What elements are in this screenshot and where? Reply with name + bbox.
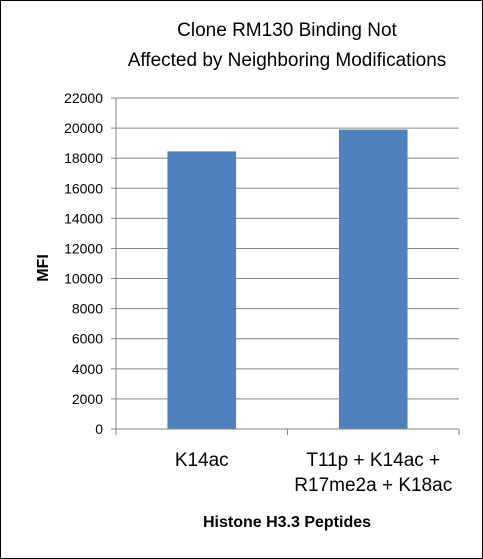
y-axis-ticks: 0 2000 4000 6000 8000 10000 12000 14000 16000 180… [64, 90, 116, 437]
y-tick-label: 22000 [64, 90, 103, 106]
y-tick-label: 18000 [64, 150, 103, 166]
chart-title-line-1: Clone RM130 Binding Not [177, 20, 397, 41]
bar-2 [338, 129, 408, 429]
y-axis-title: MFI [35, 254, 52, 282]
y-tick-label: 14000 [64, 210, 103, 226]
x-axis-title: Histone H3.3 Peptides [203, 514, 371, 531]
y-tick-label: 20000 [64, 120, 103, 136]
x-tick-label: T11p + K14ac + [306, 450, 440, 471]
y-tick-label: 10000 [64, 271, 103, 287]
bars [167, 129, 408, 429]
y-tick-label: 4000 [72, 361, 103, 377]
x-axis-labels: K14ac T11p + K14ac + R17me2a + K18ac [175, 450, 452, 496]
y-tick-label: 12000 [64, 240, 103, 256]
y-tick-label: 16000 [64, 180, 103, 196]
y-tick-label: 8000 [72, 301, 103, 317]
chart-title-line-2: Affected by Neighboring Modifications [128, 50, 447, 71]
y-tick-label: 2000 [72, 391, 103, 407]
axes [115, 98, 460, 435]
x-tick-label: K14ac [175, 450, 229, 471]
y-tick-label: 6000 [72, 331, 103, 347]
bar-1 [167, 151, 237, 429]
x-tick-label: R17me2a + K18ac [294, 475, 452, 496]
y-tick-label: 0 [95, 421, 103, 437]
